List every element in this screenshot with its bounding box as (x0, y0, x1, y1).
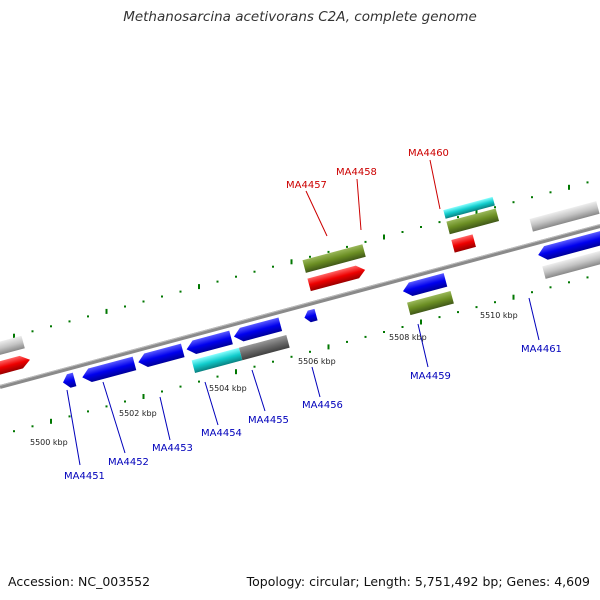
genome-summary-text: Topology: circular; Length: 5,751,492 bp… (246, 574, 590, 589)
gene-label-ma4452: MA4452 (108, 457, 149, 468)
gene-block-olive (407, 290, 454, 316)
gene-arrow-blue (186, 330, 233, 355)
gene-label-ma4459: MA4459 (410, 371, 451, 382)
scale-label-5508: 5508 kbp (389, 333, 427, 342)
gene-label-ma4461: MA4461 (521, 344, 562, 355)
gene-label-ma4458: MA4458 (336, 167, 377, 178)
gene-label-ma4456: MA4456 (302, 400, 343, 411)
gene-arrow-red (451, 234, 476, 253)
gene-label-ma4457: MA4457 (286, 180, 327, 191)
scale-label-5504: 5504 kbp (209, 384, 247, 393)
gene-block-cyan (443, 196, 495, 219)
scale-label-5506: 5506 kbp (298, 357, 336, 366)
gene-track (0, 196, 600, 388)
accession-text: Accession: NC_003552 (8, 574, 151, 589)
gene-arrow-blue (402, 273, 448, 296)
tick-row-lower (13, 276, 589, 433)
gene-block-olive (302, 244, 366, 273)
gene-arrow-red (0, 355, 30, 382)
scale-label-5510: 5510 kbp (480, 311, 518, 320)
diagram-title: Methanosarcina acetivorans C2A, complete… (123, 9, 477, 25)
gene-block-olive (446, 208, 500, 235)
gene-arrow-blue (82, 356, 137, 383)
gene-label-ma4451: MA4451 (64, 471, 105, 482)
gene-label-ma4455: MA4455 (248, 415, 289, 426)
gene-block-cyan (191, 347, 243, 373)
gene-block-gray (0, 335, 25, 363)
gene-arrow-blue (138, 343, 185, 367)
gene-label-ma4460: MA4460 (408, 148, 449, 159)
scale-label-5502: 5502 kbp (119, 409, 157, 418)
gene-block-darkgray (238, 335, 290, 361)
gene-block-gray (529, 201, 600, 232)
gene-label-ma4454: MA4454 (201, 428, 242, 439)
gene-block-gray (542, 248, 600, 279)
gene-arrow-blue (233, 317, 283, 342)
scale-label-5500: 5500 kbp (30, 438, 68, 447)
gene-arrow-red (307, 265, 366, 292)
gene-arrow-blue (538, 230, 600, 260)
gene-arrow-blue (304, 308, 318, 323)
gene-label-ma4453: MA4453 (152, 443, 193, 454)
genome-backbone (0, 224, 600, 389)
gene-arrow-blue (62, 372, 77, 388)
